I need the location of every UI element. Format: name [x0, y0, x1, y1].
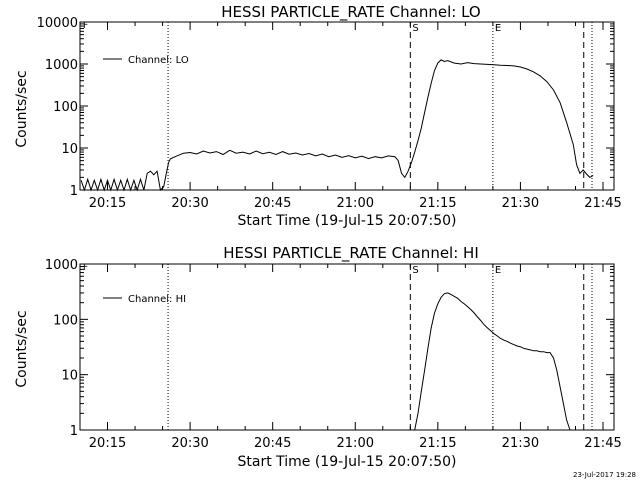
chart-title-lo: HESSI PARTICLE_RATE Channel: LO [221, 3, 480, 22]
x-tick-label-lo: 21:45 [584, 196, 621, 211]
corner-marker-lo: F [83, 21, 88, 31]
x-tick-label-lo: 21:00 [337, 196, 374, 211]
x-tick-label-hi: 21:00 [337, 436, 374, 451]
y-axis-label-lo: Counts/sec [14, 70, 30, 147]
x-tick-label-hi: 21:45 [584, 436, 621, 451]
legend-label-lo: Channel: LO [128, 55, 189, 66]
y-tick-label-hi: 1000 [45, 258, 78, 273]
panel-hi: HESSI PARTICLE_RATE Channel: HI Start Ti… [14, 244, 622, 470]
x-axis-label-lo: Start Time (19-Jul-15 20:07:50) [237, 213, 456, 229]
event-marker-label-hi: E [495, 265, 501, 276]
chart-title-hi: HESSI PARTICLE_RATE Channel: HI [223, 244, 479, 263]
y-tick-label-lo: 1000 [45, 58, 78, 73]
y-tick-label-hi: 10 [61, 369, 78, 384]
x-tick-label-hi: 21:30 [502, 436, 539, 451]
series-line-lo [80, 59, 594, 192]
x-tick-label-hi: 21:15 [419, 436, 456, 451]
x-tick-label-lo: 21:30 [502, 196, 539, 211]
x-tick-label-hi: 20:30 [171, 436, 208, 451]
y-tick-label-lo: 100 [53, 100, 78, 115]
series-line-hi [414, 292, 571, 431]
x-tick-label-lo: 20:30 [171, 196, 208, 211]
y-axis-label-hi: Counts/sec [14, 310, 30, 387]
x-axis-label-hi: Start Time (19-Jul-15 20:07:50) [237, 454, 456, 470]
y-tick-label-lo: 10000 [37, 16, 78, 31]
x-tick-label-lo: 20:15 [89, 196, 126, 211]
y-tick-label-lo: 10 [61, 142, 78, 157]
legend-label-hi: Channel: HI [128, 294, 186, 305]
plot-frame-hi [79, 263, 615, 431]
event-marker-label-lo: S [412, 23, 418, 34]
y-tick-label-hi: 100 [53, 313, 78, 328]
x-tick-label-lo: 21:15 [419, 196, 456, 211]
x-tick-label-hi: 20:45 [254, 436, 291, 451]
corner-marker-hi: F [83, 263, 88, 273]
x-tick-label-lo: 20:45 [254, 196, 291, 211]
panel-lo: HESSI PARTICLE_RATE Channel: LO Start Ti… [14, 3, 622, 229]
event-marker-label-lo: E [495, 23, 501, 34]
plot-frame-lo [79, 21, 615, 191]
footer-timestamp: 23-Jul-2017 19:28 [573, 471, 636, 479]
x-tick-label-hi: 20:15 [89, 436, 126, 451]
event-marker-label-hi: S [412, 265, 418, 276]
y-tick-label-lo: 1 [70, 184, 78, 199]
y-tick-label-hi: 1 [70, 424, 78, 439]
